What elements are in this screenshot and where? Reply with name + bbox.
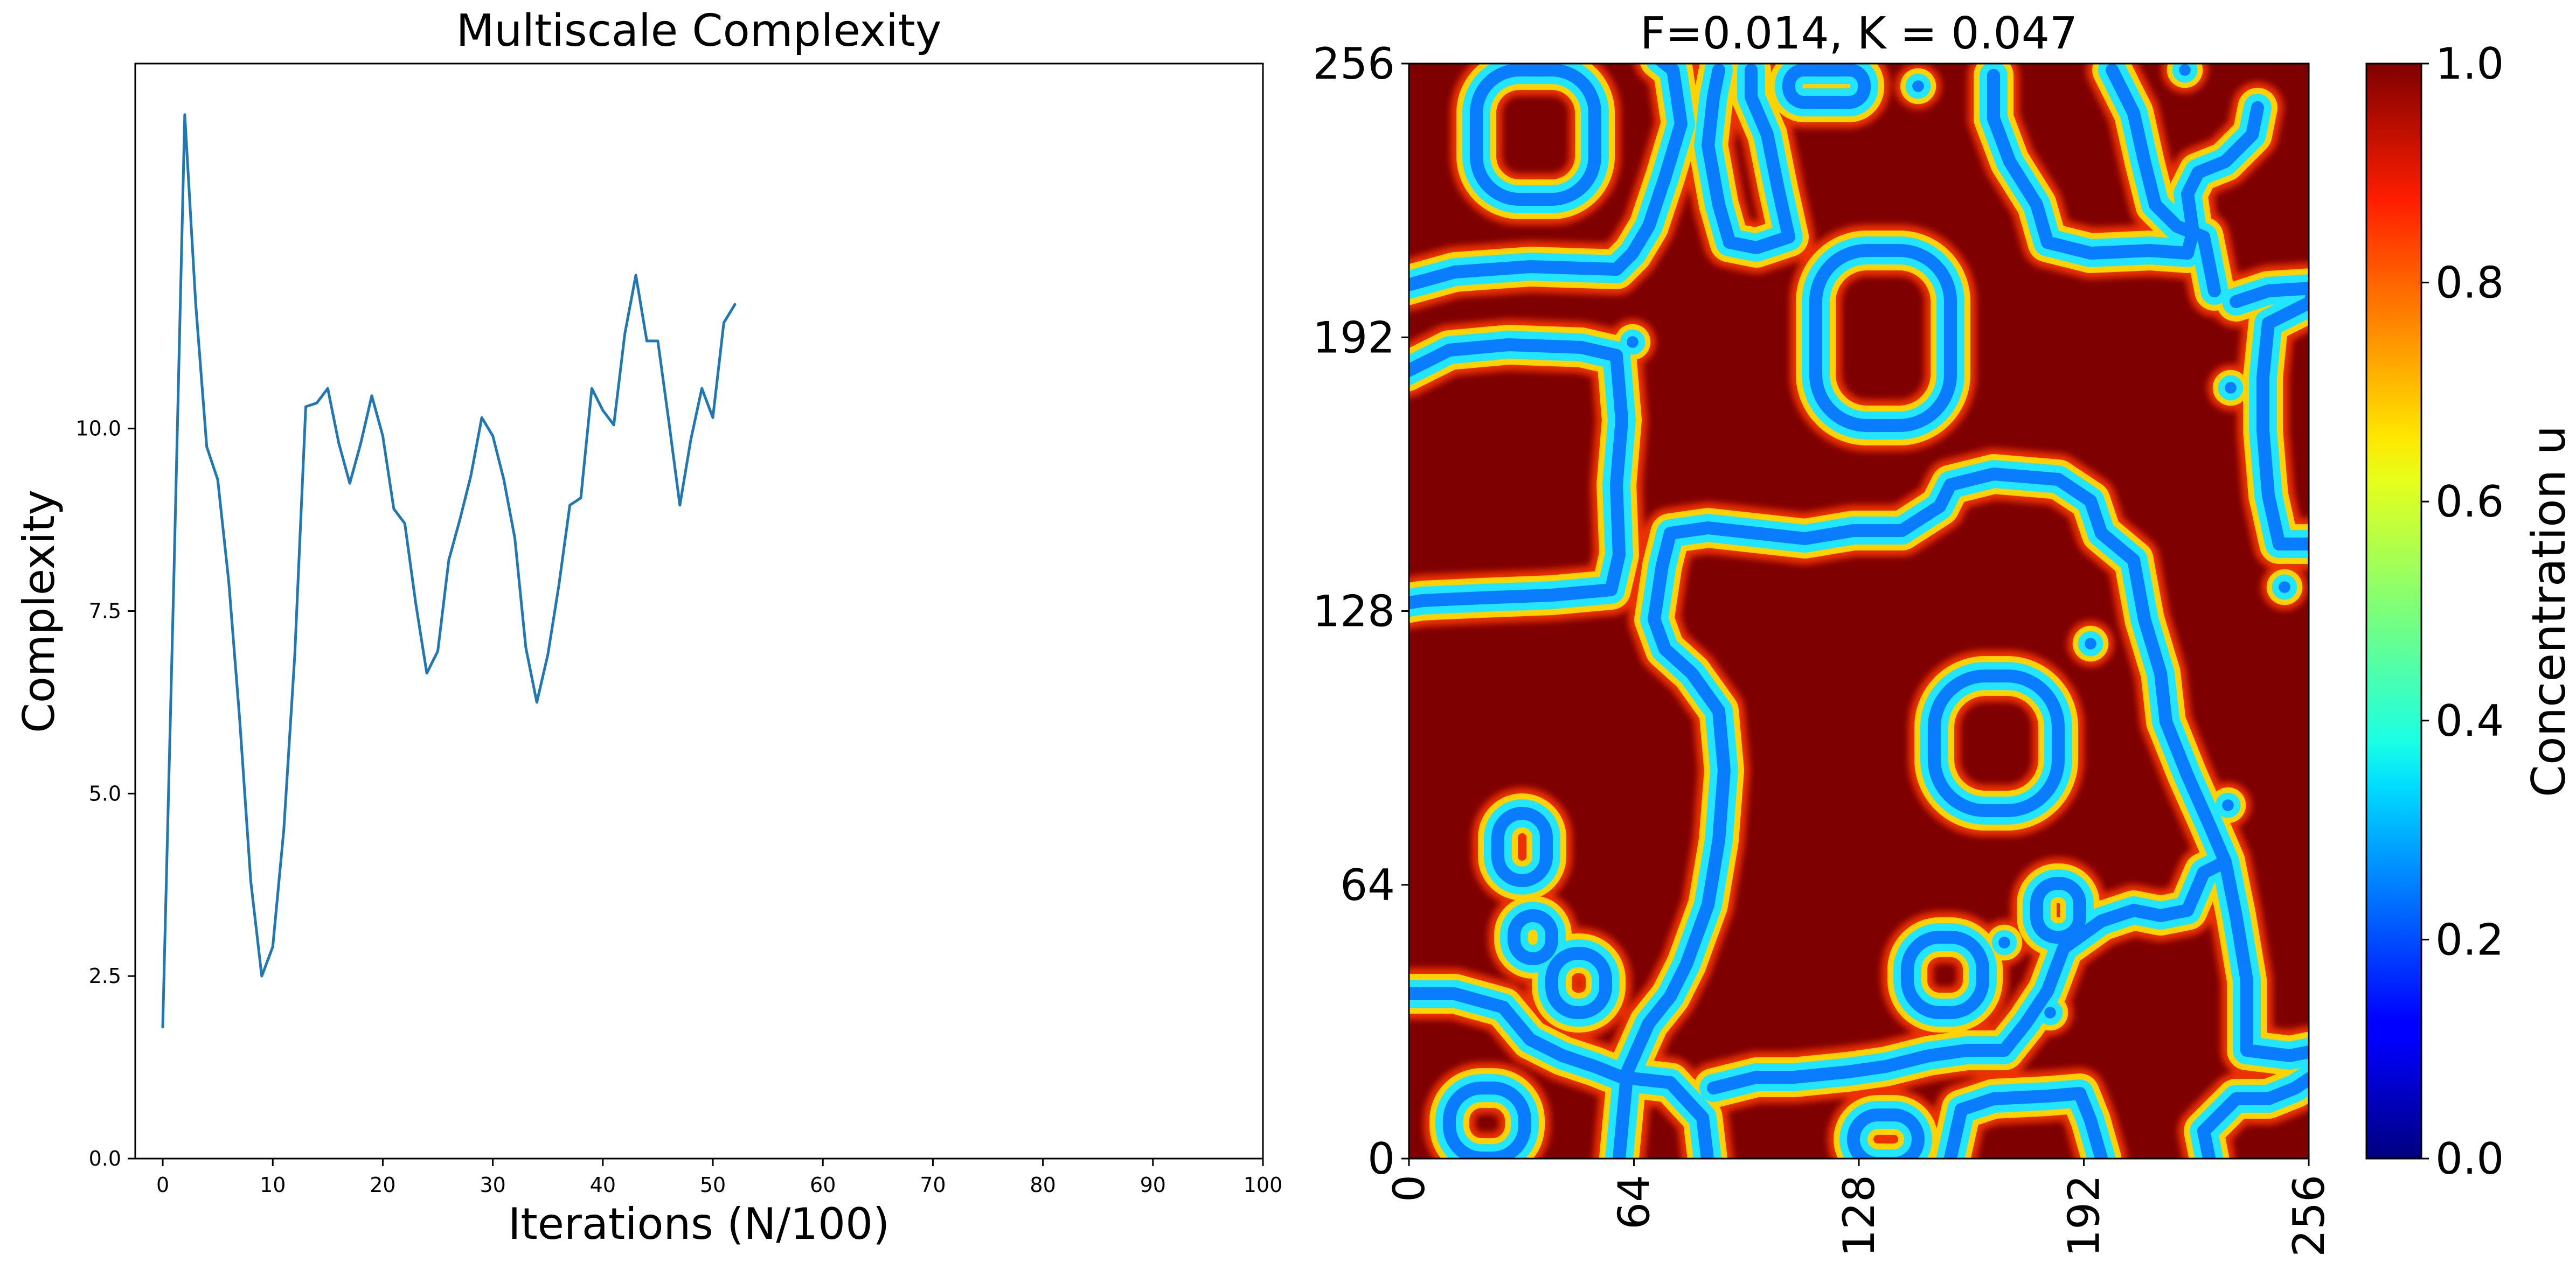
heatmap-spot: [1998, 937, 2010, 949]
heatmap-stripe: [1944, 1087, 2108, 1159]
line-x-tick-label: 30: [480, 1173, 505, 1197]
heatmap-stripe: [1409, 64, 1688, 292]
heatmap-stripe: [1987, 69, 2264, 260]
heatmap-spot: [2279, 581, 2290, 593]
colorbar-tick-label: 0.8: [2435, 258, 2504, 308]
colorbar-label: Concentration u: [2522, 426, 2576, 797]
colorbar: 0.0 0.2 0.4 0.6 0.8 1.0 Concentration u: [2365, 39, 2576, 1184]
heatmap-spot-ring: [1782, 64, 1871, 109]
line-x-tick-label: 60: [810, 1173, 836, 1197]
line-y-tick-label: 5.0: [89, 782, 121, 805]
heatmap-y-tick-label: 256: [1313, 39, 1395, 89]
heatmap-spot: [1912, 80, 1924, 92]
heatmap-x-tick-label: 0: [1384, 1175, 1434, 1202]
line-series-complexity: [161, 113, 737, 1029]
heatmap-spot-ring: [1901, 931, 1989, 1019]
colorbar-frame: [2365, 62, 2422, 1160]
heatmap-spot-ring: [1847, 1108, 1925, 1159]
colorbar-tick-label: 1.0: [2435, 39, 2504, 89]
heatmap-stripe: [2230, 282, 2309, 550]
heatmap-spot: [2085, 638, 2096, 650]
heatmap-spot-ring: [2030, 877, 2086, 944]
line-y-tick-label: 2.5: [89, 964, 121, 988]
heatmap-stripe: [1707, 855, 2232, 1094]
line-x-tick-label: 80: [1030, 1173, 1056, 1197]
line-x-tick-label: 100: [1244, 1173, 1283, 1197]
pattern-heatmap: F=0.014, K = 0.047 0 64 128 192 256 0 64 128 19…: [1313, 8, 2334, 1257]
colorbar-ticks: 0.0 0.2 0.4 0.6 0.8 1.0: [2421, 39, 2504, 1184]
heatmap-y-tick-label: 128: [1313, 587, 1395, 637]
heatmap-stripe: [2197, 1071, 2309, 1159]
heatmap-title: F=0.014, K = 0.047: [1640, 8, 2078, 59]
heatmap-x-tick-label: 64: [1609, 1175, 1660, 1230]
complexity-line-chart: Multiscale Complexity 0 10 20 30 40 50 60 70 80 9…: [14, 5, 1282, 1249]
heatmap-y-ticks: 0 64 128 192 256: [1313, 39, 1409, 1184]
heatmap-spot-ring: [1928, 670, 2065, 817]
line-x-ticks: 0 10 20 30 40 50 60 70 80 90 100: [156, 1159, 1282, 1197]
heatmap-spot: [2179, 64, 2191, 76]
heatmap-x-tick-label: 192: [2059, 1175, 2109, 1257]
line-y-tick-label: 0.0: [89, 1147, 121, 1170]
colorbar-tick-label: 0.2: [2435, 915, 2504, 965]
colorbar-tick-label: 0.4: [2435, 696, 2504, 746]
heatmap-pattern-field: [1409, 64, 2309, 1159]
line-plot-frame: [134, 62, 1264, 1160]
line-y-tick-label: 7.5: [89, 599, 121, 623]
line-x-tick-label: 40: [590, 1173, 616, 1197]
heatmap-y-tick-label: 192: [1313, 312, 1395, 362]
heatmap-stripe: [1409, 987, 1714, 1159]
heatmap-spot: [2222, 799, 2234, 811]
colorbar-tick-label: 0.0: [2435, 1134, 2504, 1184]
heatmap-x-tick-label: 256: [2284, 1175, 2334, 1257]
heatmap-spot: [2044, 1007, 2056, 1019]
line-x-tick-label: 0: [156, 1173, 169, 1197]
heatmap-stripe: [1409, 338, 1628, 610]
heatmap-spot-ring: [1470, 64, 1601, 206]
heatmap-spot-ring: [1809, 244, 1957, 432]
line-chart-title: Multiscale Complexity: [456, 5, 942, 57]
heatmap-spot: [1627, 336, 1638, 348]
heatmap-y-tick-label: 64: [1340, 860, 1395, 910]
heatmap-stripe: [1613, 468, 2309, 1159]
heatmap-spot: [2225, 382, 2237, 394]
heatmap-stripe-layer: [1409, 64, 2309, 1159]
heatmap-spot-ring: [1545, 947, 1612, 1019]
line-x-tick-label: 20: [370, 1173, 395, 1197]
line-y-tick-label: 10.0: [75, 417, 121, 441]
line-x-tick-label: 10: [260, 1173, 286, 1197]
heatmap-stripe: [1702, 64, 1795, 254]
heatmap-x-tick-label: 128: [1834, 1175, 1884, 1257]
heatmap-x-ticks: 0 64 128 192 256: [1384, 1159, 2334, 1257]
heatmap-spot-ring: [1508, 909, 1558, 965]
heatmap-spot-ring: [1491, 807, 1553, 887]
heatmap-y-tick-label: 0: [1367, 1134, 1395, 1184]
line-x-tick-label: 70: [920, 1173, 946, 1197]
line-x-tick-label: 50: [700, 1173, 726, 1197]
colorbar-gradient: [2366, 64, 2421, 1159]
line-y-axis-label: Complexity: [14, 490, 64, 733]
colorbar-tick-label: 0.6: [2435, 477, 2504, 527]
heatmap-stripe: [2106, 64, 2221, 297]
line-x-axis-label: Iterations (N/100): [508, 1199, 890, 1249]
line-y-ticks: 0.0 2.5 5.0 7.5 10.0: [75, 417, 135, 1170]
line-x-tick-label: 90: [1140, 1173, 1166, 1197]
